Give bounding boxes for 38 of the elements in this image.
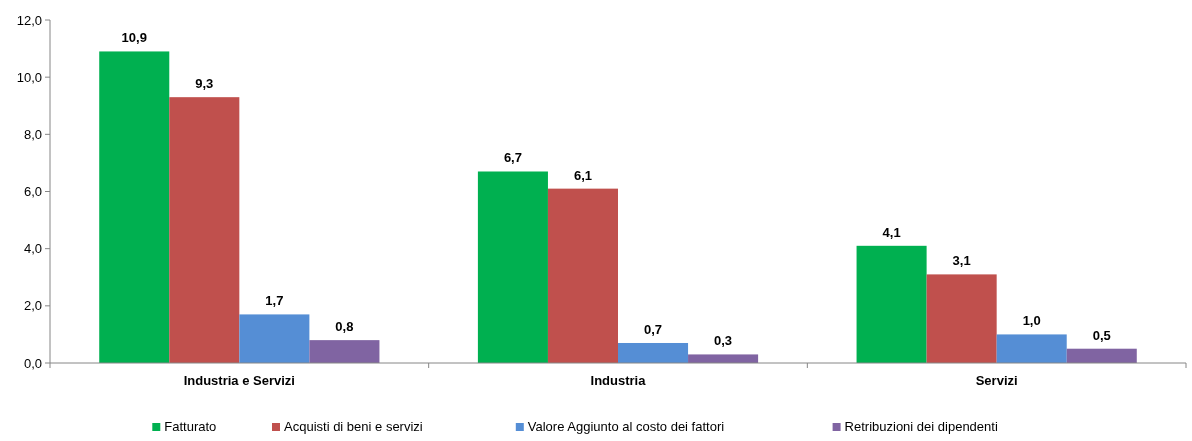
bar <box>856 245 927 363</box>
data-label: 9,3 <box>195 76 214 92</box>
x-tick-label: Servizi <box>975 373 1018 388</box>
legend-label: Retribuzioni dei dipendenti <box>844 419 998 434</box>
bar <box>547 188 618 363</box>
x-tick-label: Industria e Servizi <box>183 373 295 388</box>
bar <box>1066 348 1137 363</box>
bar <box>239 314 310 363</box>
data-label: 4,1 <box>882 224 901 240</box>
y-tick-label: 10,0 <box>16 69 42 85</box>
data-label: 6,7 <box>503 150 522 166</box>
y-tick-label: 0,0 <box>23 355 42 371</box>
legend-label: Fatturato <box>164 419 217 434</box>
data-label: 10,9 <box>121 30 147 46</box>
data-label: 0,7 <box>643 321 663 337</box>
data-label: 1,0 <box>1022 313 1041 329</box>
y-tick-label: 8,0 <box>23 126 42 142</box>
bar <box>688 354 759 363</box>
bar <box>99 51 170 363</box>
data-label: 3,1 <box>952 253 971 269</box>
y-tick-label: 12,0 <box>16 12 42 28</box>
bar <box>169 97 240 363</box>
y-tick-label: 6,0 <box>23 184 42 200</box>
bar <box>618 342 689 363</box>
bar <box>309 340 380 363</box>
data-label: 1,7 <box>265 293 284 309</box>
data-label: 0,8 <box>335 319 354 335</box>
bar <box>477 171 548 363</box>
data-label: 6,1 <box>573 167 593 183</box>
y-tick-label: 4,0 <box>23 241 42 257</box>
data-label: 0,5 <box>1092 327 1111 343</box>
legend-label: Acquisti di beni e servizi <box>284 419 423 434</box>
x-tick-label: Industria <box>590 373 647 388</box>
data-label: 0,3 <box>714 333 733 349</box>
y-tick-label: 2,0 <box>23 298 42 314</box>
bar <box>926 274 997 363</box>
legend-label: Valore Aggiunto al costo dei fattori <box>527 419 725 434</box>
bar <box>996 334 1067 363</box>
